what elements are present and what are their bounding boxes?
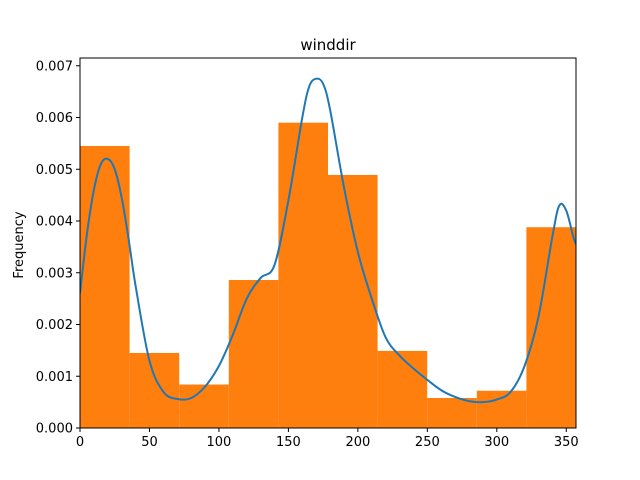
x-tick-label: 0 bbox=[76, 435, 84, 450]
y-tick-label: 0.003 bbox=[36, 266, 73, 281]
histogram-bars bbox=[80, 122, 576, 429]
histogram-bar-0 bbox=[80, 145, 130, 428]
y-tick-label: 0.005 bbox=[36, 163, 73, 178]
kde-curve bbox=[80, 77, 576, 404]
x-tick-label: 300 bbox=[484, 435, 509, 450]
chart-title: winddir bbox=[300, 36, 356, 54]
histogram-bar-3 bbox=[228, 280, 279, 428]
histogram-bar-2 bbox=[179, 384, 229, 428]
x-tick-label: 350 bbox=[554, 435, 579, 450]
y-tick-label: 0.001 bbox=[36, 370, 73, 385]
x-tick-label: 100 bbox=[207, 435, 232, 450]
plot-frame bbox=[79, 57, 577, 429]
histogram-bar-9 bbox=[526, 227, 576, 428]
kde-curve-group bbox=[80, 77, 576, 404]
y-tick-label: 0.007 bbox=[36, 59, 73, 74]
y-tick-label: 0.000 bbox=[36, 422, 73, 437]
x-tick-label: 150 bbox=[276, 435, 301, 450]
y-axis-label: Frequency bbox=[12, 211, 27, 278]
y-tick-label: 0.002 bbox=[36, 318, 73, 333]
histogram-bar-4 bbox=[278, 122, 328, 429]
y-tick-label: 0.004 bbox=[36, 215, 73, 230]
histogram-bar-8 bbox=[476, 390, 527, 428]
y-tick-label: 0.006 bbox=[36, 111, 73, 126]
x-tick-label: 250 bbox=[415, 435, 440, 450]
axes: 0 50 100 150 200 250 300 350 0.000 0.001 0.002 0.00… bbox=[36, 57, 579, 450]
x-tick-label: 50 bbox=[141, 435, 158, 450]
histogram-bar-5 bbox=[328, 174, 378, 428]
x-tick-label: 200 bbox=[345, 435, 370, 450]
histogram-bar-7 bbox=[427, 397, 477, 428]
histogram-bar-6 bbox=[377, 350, 428, 428]
histogram-bar-1 bbox=[129, 352, 180, 428]
